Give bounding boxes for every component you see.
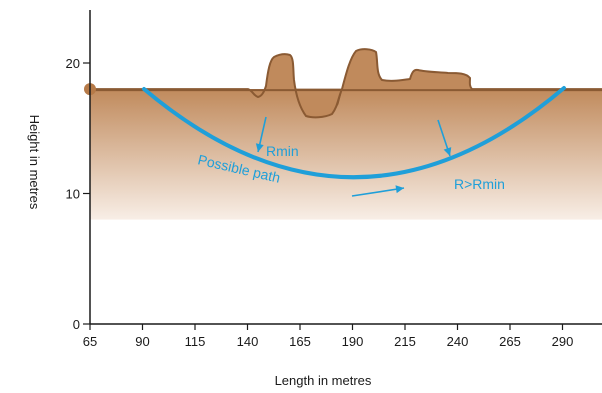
- path-direction-arrow: [351, 185, 405, 197]
- x-tick-label: 290: [552, 334, 574, 349]
- x-axis-title: Length in metres: [275, 373, 372, 388]
- rmin-label: Rmin: [266, 143, 299, 159]
- x-tick-label: 65: [83, 334, 97, 349]
- y-tick-label: 0: [73, 317, 80, 332]
- possible-path-arc: [142, 86, 566, 180]
- terrain-surface: [89, 48, 602, 119]
- x-tick-label: 265: [499, 334, 521, 349]
- x-tick-label: 240: [447, 334, 469, 349]
- y-axis-title: Height in metres: [27, 115, 42, 210]
- y-tick-label: 20: [66, 56, 80, 71]
- x-tick-label: 140: [237, 334, 259, 349]
- arrows: [255, 116, 452, 197]
- x-tick-label: 90: [135, 334, 149, 349]
- r-greater-rmin-arrow: [437, 119, 452, 157]
- x-tick-label: 165: [289, 334, 311, 349]
- r-greater-rmin-label: R>Rmin: [454, 176, 505, 192]
- x-tick-label: 215: [394, 334, 416, 349]
- x-tick-label: 115: [185, 334, 206, 349]
- y-tick-label: 10: [66, 187, 80, 202]
- subsurface-fill: [90, 89, 602, 220]
- x-axis-ticks: 65 90 115 140 165 190 215 240 265 290: [83, 324, 574, 349]
- y-axis-ticks: 0 10 20: [66, 56, 90, 332]
- rmin-arrow: [255, 116, 267, 153]
- x-tick-label: 190: [342, 334, 364, 349]
